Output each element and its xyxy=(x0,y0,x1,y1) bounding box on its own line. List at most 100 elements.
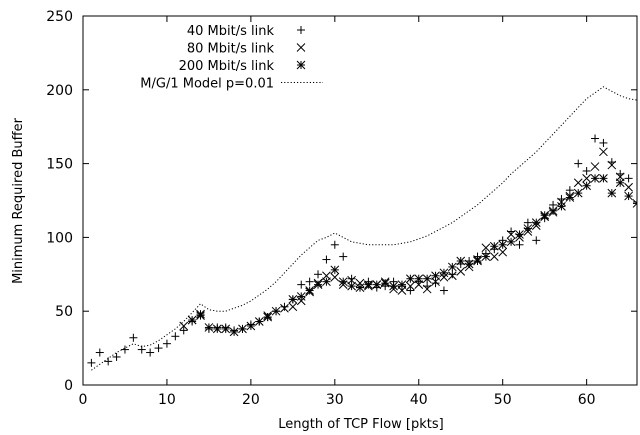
data-point-star xyxy=(557,202,566,211)
data-point-star xyxy=(254,317,264,326)
data-point-star xyxy=(322,277,331,287)
data-point-star xyxy=(246,321,256,331)
data-point-cross xyxy=(489,252,499,261)
data-point-star xyxy=(473,256,482,266)
data-point-cross xyxy=(179,321,189,331)
legend-symbol-cross xyxy=(296,43,306,52)
data-point-star xyxy=(263,312,273,322)
data-point-star xyxy=(422,274,432,284)
data-point-plus xyxy=(624,174,633,183)
data-point-star xyxy=(506,237,516,247)
data-point-plus xyxy=(439,286,448,295)
data-point-star xyxy=(372,280,382,289)
data-point-cross xyxy=(481,243,491,253)
y-tick-label: 100 xyxy=(46,230,73,246)
data-point-plus xyxy=(431,279,440,288)
data-point-cross xyxy=(288,302,298,312)
data-point-star xyxy=(330,265,340,275)
data-point-star xyxy=(187,315,197,325)
data-point-star xyxy=(515,230,524,239)
x-tick-label: 0 xyxy=(79,392,88,408)
data-point-star xyxy=(347,281,356,291)
data-point-star xyxy=(338,277,348,287)
data-point-star xyxy=(221,324,231,334)
data-point-star xyxy=(431,271,440,281)
data-point-star xyxy=(447,262,457,272)
data-point-cross xyxy=(624,182,633,192)
x-axis-label: Length of TCP Flow [pkts] xyxy=(278,417,443,432)
data-point-plus xyxy=(582,166,591,175)
data-point-cross xyxy=(599,147,608,157)
data-point-star xyxy=(531,218,541,227)
data-point-cross xyxy=(506,230,516,239)
data-point-star xyxy=(212,324,222,334)
data-point-plus xyxy=(574,159,583,168)
y-tick-label: 250 xyxy=(46,9,73,25)
data-point-plus xyxy=(95,348,104,357)
data-point-cross xyxy=(456,266,466,276)
data-point-plus xyxy=(171,332,180,341)
data-point-star xyxy=(624,191,633,201)
y-tick-label: 0 xyxy=(64,378,73,394)
data-point-plus xyxy=(633,197,637,206)
data-point-plus xyxy=(104,357,113,366)
data-point-star xyxy=(364,280,373,289)
data-point-cross xyxy=(447,271,457,281)
data-point-plus xyxy=(448,270,457,279)
data-point-cross xyxy=(557,197,566,207)
data-point-cross xyxy=(406,281,415,291)
legend-label: M/G/1 Model p=0.01 xyxy=(140,77,274,92)
data-point-plus xyxy=(146,348,155,357)
data-point-star xyxy=(548,206,558,216)
data-point-plus xyxy=(162,339,171,348)
series-star-points xyxy=(187,174,637,337)
data-point-star xyxy=(540,210,550,220)
data-point-star xyxy=(565,193,575,202)
data-point-plus xyxy=(280,302,289,311)
data-point-plus xyxy=(322,255,331,264)
data-point-plus xyxy=(565,186,574,195)
data-point-star xyxy=(414,274,424,284)
data-point-plus xyxy=(120,345,129,354)
x-tick-label: 30 xyxy=(326,392,344,408)
data-point-cross xyxy=(582,174,591,183)
tick-labels: 0 10 20 30 40 50 60 0 50 100 150 200 250 xyxy=(46,9,595,408)
data-point-plus xyxy=(330,240,339,249)
data-point-cross xyxy=(607,160,617,170)
data-point-star xyxy=(582,181,591,191)
legend-label: 40 Mbit/s link xyxy=(187,24,275,39)
data-point-star xyxy=(489,241,499,251)
axes xyxy=(82,15,638,386)
data-point-plus xyxy=(314,270,323,279)
data-point-cross xyxy=(280,303,289,313)
data-point-star xyxy=(305,286,314,295)
data-point-plus xyxy=(297,280,306,289)
data-point-plus xyxy=(112,352,121,361)
data-point-star xyxy=(464,259,474,269)
data-point-plus xyxy=(591,134,600,143)
data-point-cross xyxy=(439,272,449,282)
data-point-star xyxy=(204,323,214,332)
data-point-star xyxy=(296,292,306,301)
data-point-star xyxy=(439,268,449,278)
data-point-cross xyxy=(590,162,600,171)
series-plus-points xyxy=(87,134,637,367)
data-point-plus xyxy=(532,236,541,245)
data-point-cross xyxy=(422,284,432,294)
x-tick-label: 40 xyxy=(410,392,428,408)
data-point-star xyxy=(380,278,390,288)
data-point-star xyxy=(406,274,415,284)
data-point-plus xyxy=(347,274,356,283)
data-point-plus xyxy=(129,333,138,342)
data-point-plus xyxy=(406,286,415,295)
legend-symbol-star xyxy=(296,60,306,70)
data-point-plus xyxy=(599,138,608,147)
data-point-star xyxy=(397,280,407,289)
x-tick-label: 20 xyxy=(242,392,260,408)
data-point-star xyxy=(632,199,637,208)
plot-frame xyxy=(82,15,638,386)
data-point-star xyxy=(313,280,323,289)
data-point-plus xyxy=(339,252,348,261)
data-point-plus xyxy=(179,326,188,335)
